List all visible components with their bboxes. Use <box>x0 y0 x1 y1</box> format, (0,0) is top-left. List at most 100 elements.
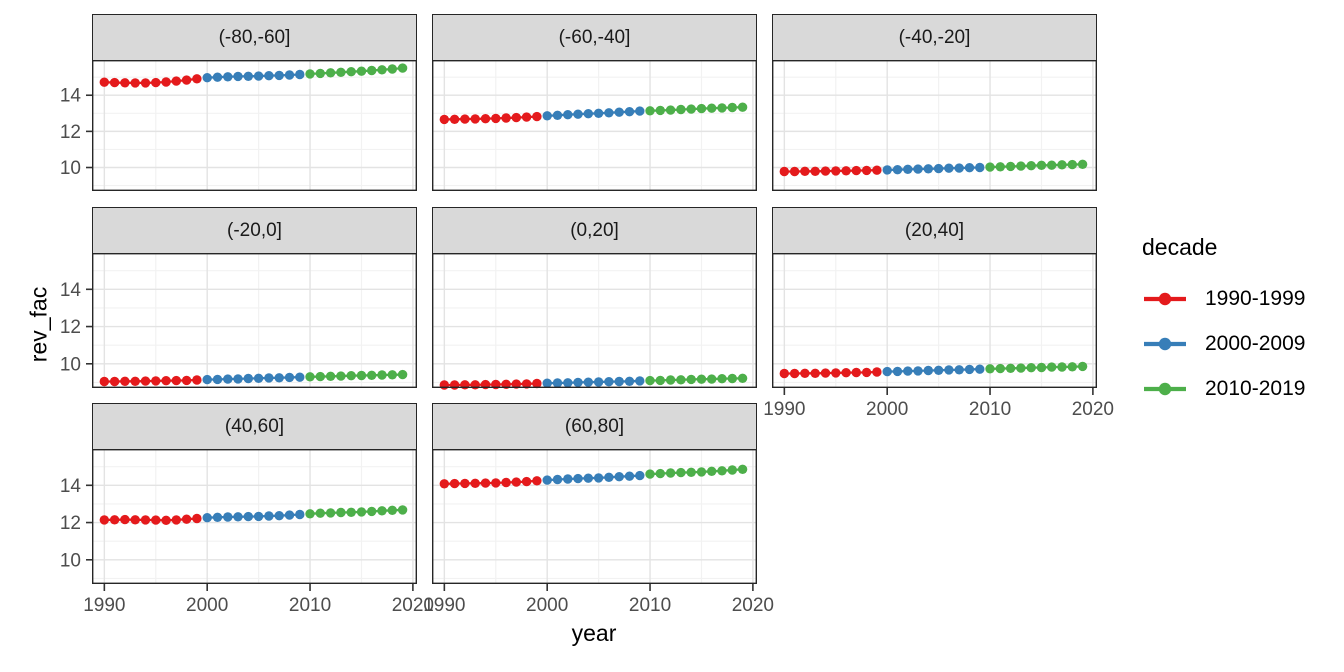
decade-series <box>99 513 202 525</box>
data-point <box>583 377 593 387</box>
legend-key-icon <box>1144 292 1186 306</box>
data-point <box>1005 363 1016 373</box>
decade-series <box>439 476 542 489</box>
data-point <box>171 375 181 386</box>
data-point <box>944 365 954 375</box>
data-point <box>913 366 923 376</box>
facet-strip-label: (20,40] <box>904 219 965 241</box>
facet-panel: (0,20] <box>431 207 758 390</box>
data-point <box>903 164 913 174</box>
data-point <box>253 71 264 81</box>
decade-line <box>207 73 300 79</box>
decade-series <box>99 375 202 387</box>
data-point <box>130 515 140 525</box>
data-point <box>161 77 171 87</box>
panel-background <box>92 253 417 388</box>
data-point <box>645 106 655 116</box>
data-point <box>356 370 367 381</box>
data-point <box>511 379 521 389</box>
data-point <box>583 473 593 483</box>
facet-plot <box>431 59 758 192</box>
data-point <box>964 163 975 173</box>
data-point <box>913 164 923 174</box>
data-point <box>1067 362 1077 372</box>
facet-strip: (-20,0] <box>92 207 417 254</box>
data-point <box>140 515 151 525</box>
y-tick-label: 14 <box>60 86 82 107</box>
panel-border <box>91 448 418 585</box>
facet-panel: (60,80] 1990 2000 2010 2020 <box>423 403 774 616</box>
x-tick-label: 1990 <box>83 595 125 616</box>
data-point <box>284 510 295 520</box>
data-point <box>655 468 665 479</box>
data-point <box>1067 159 1077 170</box>
facet-strip: (20,40] <box>772 207 1097 254</box>
data-point <box>676 375 686 385</box>
data-point <box>120 376 130 386</box>
data-point <box>346 371 356 381</box>
legend-item: 2000-2009 <box>1142 330 1305 358</box>
data-point <box>449 380 460 390</box>
decade-line <box>887 368 980 373</box>
data-point <box>995 363 1005 374</box>
data-point <box>202 73 212 83</box>
data-point <box>367 370 377 380</box>
data-point <box>181 75 192 85</box>
data-point <box>264 373 274 383</box>
data-point <box>872 367 882 377</box>
data-point <box>933 365 944 375</box>
facet-strip-label: (-60,-40] <box>558 26 631 48</box>
y-tick-label: 12 <box>60 317 81 338</box>
decade-series <box>305 369 408 382</box>
data-point <box>614 107 624 117</box>
data-point <box>820 368 831 378</box>
data-point <box>665 468 676 478</box>
data-point <box>470 380 480 390</box>
facet-plot <box>771 59 1098 192</box>
data-point <box>192 513 202 524</box>
data-point <box>696 374 707 384</box>
data-point <box>707 466 717 476</box>
panel-border <box>91 59 418 192</box>
y-tick-label: 10 <box>60 158 81 179</box>
panel-border <box>431 252 758 389</box>
data-point <box>604 108 614 118</box>
legend-item-label: 2010-2019 <box>1205 377 1306 400</box>
data-point <box>387 505 397 515</box>
decade-line <box>547 379 640 385</box>
data-point <box>686 467 696 477</box>
data-point <box>367 65 377 76</box>
data-point <box>305 509 315 519</box>
data-point <box>882 366 892 377</box>
data-point <box>449 478 460 489</box>
x-tick-label: 2020 <box>732 595 774 616</box>
data-point <box>325 508 336 518</box>
data-point <box>1077 159 1088 169</box>
data-point <box>274 373 284 383</box>
decade-series <box>202 69 305 83</box>
data-point <box>903 366 913 376</box>
data-point <box>923 365 933 376</box>
data-point <box>655 105 665 116</box>
data-point <box>727 373 737 384</box>
facet-panel: (-60,-40] <box>431 14 758 192</box>
data-point <box>223 374 233 384</box>
data-point <box>737 464 748 474</box>
data-point <box>645 375 655 386</box>
x-tick-label: 1990 <box>423 595 465 616</box>
data-point <box>995 162 1005 172</box>
data-point <box>295 69 305 80</box>
data-point <box>872 165 882 175</box>
y-tick-label: 14 <box>60 280 82 301</box>
decade-series <box>99 74 202 88</box>
legend-item: 1990-1999 <box>1142 285 1305 313</box>
data-point <box>831 166 841 176</box>
data-point <box>1077 361 1088 372</box>
facet-strip: (-40,-20] <box>772 14 1097 61</box>
data-point <box>284 70 295 80</box>
decade-line <box>207 513 300 519</box>
data-point <box>1047 160 1057 170</box>
data-point <box>130 78 140 88</box>
data-point <box>274 70 284 81</box>
facet-plot: 14 12 10 <box>60 252 418 389</box>
